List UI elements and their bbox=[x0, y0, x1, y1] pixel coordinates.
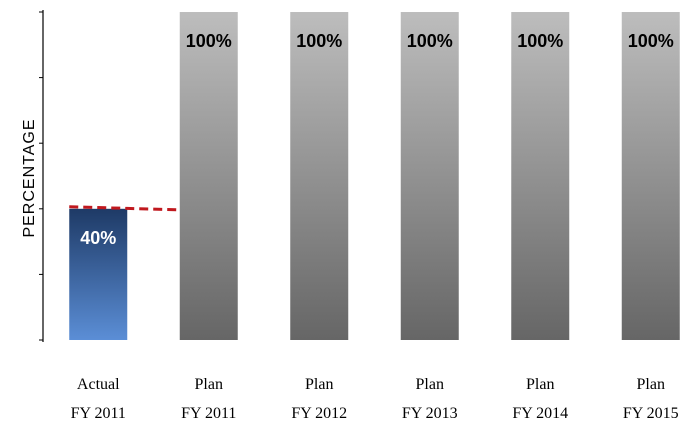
category-label-line2: FY 2011 bbox=[71, 405, 126, 422]
bar-plan-fy2013 bbox=[400, 12, 459, 340]
data-label: 100% bbox=[407, 31, 453, 51]
category-labels-group: Actual FY 2011 Plan FY 2011 Plan FY 2012 Plan F… bbox=[71, 376, 679, 422]
reference-line-group bbox=[69, 205, 180, 212]
bar-plan-fy2015 bbox=[621, 12, 680, 340]
data-labels-group: 40% 100% 100% 100% 100% 100% bbox=[80, 31, 674, 248]
category-label-line2: FY 2012 bbox=[291, 405, 347, 422]
data-label: 40% bbox=[80, 228, 116, 248]
reference-line bbox=[69, 205, 180, 212]
data-label: 100% bbox=[186, 31, 232, 51]
bars-group bbox=[69, 12, 680, 340]
data-label: 100% bbox=[296, 31, 342, 51]
category-label-line2: FY 2011 bbox=[181, 405, 236, 422]
category-label-line1: Plan bbox=[305, 376, 333, 393]
category-label-line1: Plan bbox=[526, 376, 554, 393]
bar-actual-fy2011 bbox=[69, 208, 128, 340]
category-label-line1: Plan bbox=[416, 376, 444, 393]
category-label-line2: FY 2015 bbox=[623, 405, 679, 422]
y-axis-label: PERCENTAGE bbox=[21, 118, 38, 237]
y-axis bbox=[39, 10, 44, 342]
category-label-line1: Plan bbox=[637, 376, 665, 393]
bar-plan-fy2012 bbox=[290, 12, 349, 340]
bar-plan-fy2014 bbox=[511, 12, 570, 340]
category-label-line1: Actual bbox=[77, 376, 120, 393]
data-label: 100% bbox=[628, 31, 674, 51]
data-label: 100% bbox=[517, 31, 563, 51]
category-label-line1: Plan bbox=[195, 376, 223, 393]
category-label-line2: FY 2014 bbox=[512, 405, 568, 422]
bar-plan-fy2011 bbox=[179, 12, 238, 340]
category-label-line2: FY 2013 bbox=[402, 405, 458, 422]
